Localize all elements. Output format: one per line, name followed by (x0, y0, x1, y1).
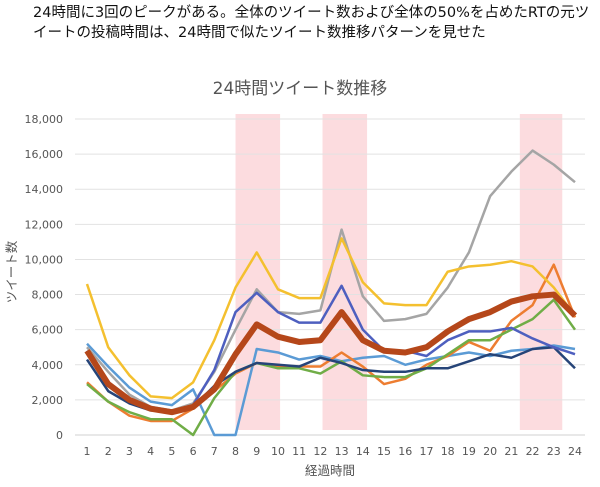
highlight-band (235, 114, 281, 430)
y-tick-label: 4,000 (32, 359, 64, 372)
x-tick-label: 20 (483, 445, 497, 458)
x-tick-label: 17 (419, 445, 433, 458)
x-tick-label: 14 (356, 445, 370, 458)
y-tick-label: 16,000 (25, 148, 64, 161)
x-tick-label: 4 (147, 445, 154, 458)
y-tick-label: 2,000 (32, 394, 64, 407)
y-tick-label: 10,000 (25, 253, 64, 266)
y-tick-label: 6,000 (32, 324, 64, 337)
x-tick-label: 23 (547, 445, 561, 458)
chart-title: 24時間ツイート数推移 (213, 79, 388, 99)
series-line-8 (84, 291, 578, 416)
y-tick-label: 18,000 (25, 113, 64, 126)
x-tick-label: 12 (313, 445, 327, 458)
series-line-7 (85, 237, 576, 400)
x-tick-label: 2 (105, 445, 112, 458)
x-tick-label: 7 (211, 445, 218, 458)
x-axis-label: 経過時間 (305, 463, 355, 478)
x-tick-label: 22 (526, 445, 540, 458)
x-tick-label: 24 (568, 445, 582, 458)
x-tick-label: 6 (190, 445, 197, 458)
x-tick-label: 13 (335, 445, 349, 458)
series-line-3 (86, 298, 577, 437)
x-tick-label: 10 (271, 445, 285, 458)
y-tick-label: 12,000 (25, 218, 64, 231)
x-tick-label: 19 (462, 445, 476, 458)
x-tick-label: 11 (292, 445, 306, 458)
x-tick-label: 5 (168, 445, 175, 458)
x-tick-label: 8 (232, 445, 239, 458)
x-tick-label: 21 (504, 445, 518, 458)
x-tick-label: 1 (84, 445, 91, 458)
x-tick-label: 18 (441, 445, 455, 458)
x-tick-label: 3 (126, 445, 133, 458)
x-tick-label: 16 (398, 445, 412, 458)
y-tick-label: 8,000 (32, 289, 64, 302)
x-tick-label: 9 (253, 445, 260, 458)
y-tick-label: 0 (56, 429, 63, 442)
y-axis-label: ツイート数 (4, 240, 19, 303)
y-tick-label: 14,000 (25, 183, 64, 196)
x-tick-label: 15 (377, 445, 391, 458)
caption: 24時間に3回のピークがある。全体のツイート数および全体の50%を占めたRTの元… (33, 5, 590, 41)
